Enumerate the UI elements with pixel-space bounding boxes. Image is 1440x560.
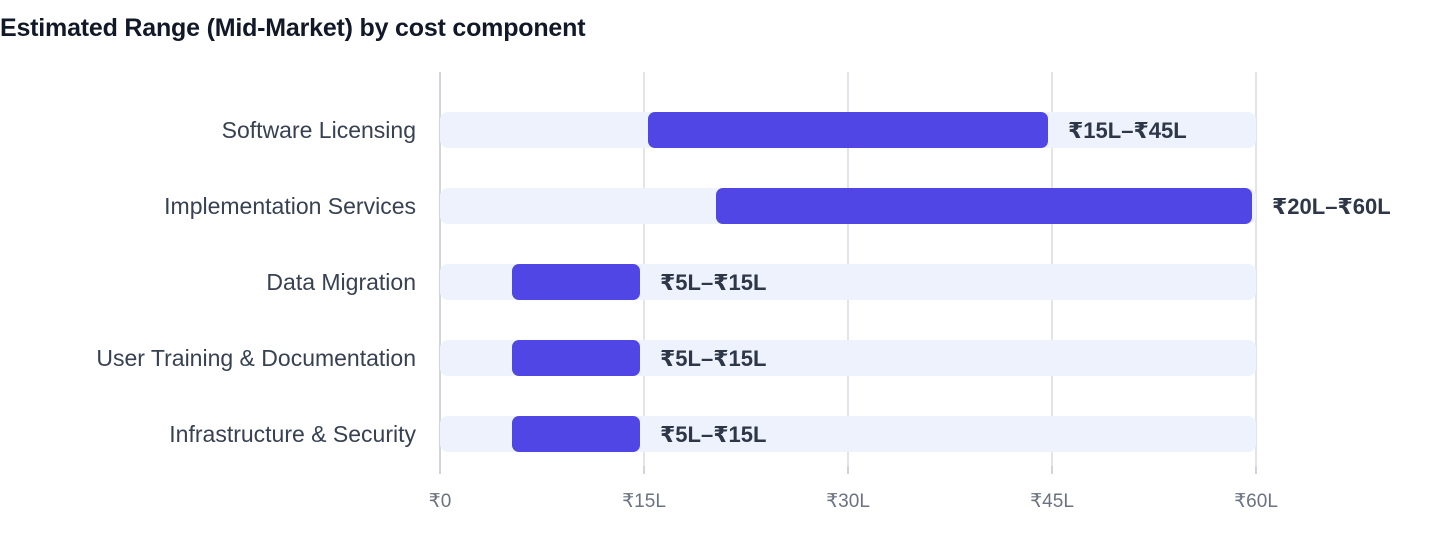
bar-track bbox=[440, 264, 1256, 300]
chart-title: Estimated Range (Mid-Market) by cost com… bbox=[0, 14, 586, 42]
bar-track bbox=[440, 340, 1256, 376]
range-value-label: ₹5L–₹15L bbox=[660, 346, 766, 371]
category-label: Implementation Services bbox=[164, 193, 416, 219]
range-bar bbox=[648, 112, 1048, 148]
x-tick-label: ₹60L bbox=[1234, 491, 1278, 512]
range-value-label: ₹20L–₹60L bbox=[1272, 194, 1391, 219]
range-value-label: ₹15L–₹45L bbox=[1068, 118, 1187, 143]
range-value-label: ₹5L–₹15L bbox=[660, 422, 766, 447]
range-value-label: ₹5L–₹15L bbox=[660, 270, 766, 295]
x-tick-label: ₹30L bbox=[826, 491, 870, 512]
range-bar bbox=[512, 264, 640, 300]
bar-track bbox=[440, 416, 1256, 452]
range-bar bbox=[512, 416, 640, 452]
category-label: Infrastructure & Security bbox=[169, 421, 416, 447]
range-bar bbox=[716, 188, 1252, 224]
category-labels: Software Licensing Implementation Service… bbox=[96, 117, 416, 447]
range-bars bbox=[512, 112, 1252, 452]
data-labels: ₹15L–₹45L ₹20L–₹60L ₹5L–₹15L ₹5L–₹15L ₹5L–₹1… bbox=[660, 118, 1391, 447]
category-label: Data Migration bbox=[266, 269, 416, 295]
category-label: Software Licensing bbox=[222, 117, 416, 143]
x-tick-label: ₹45L bbox=[1030, 491, 1074, 512]
category-label: User Training & Documentation bbox=[96, 345, 416, 371]
x-tick-label: ₹0 bbox=[429, 491, 452, 512]
range-bar bbox=[512, 340, 640, 376]
x-axis-ticks: ₹0 ₹15L ₹30L ₹45L ₹60L bbox=[429, 466, 1278, 512]
x-tick-label: ₹15L bbox=[622, 491, 666, 512]
